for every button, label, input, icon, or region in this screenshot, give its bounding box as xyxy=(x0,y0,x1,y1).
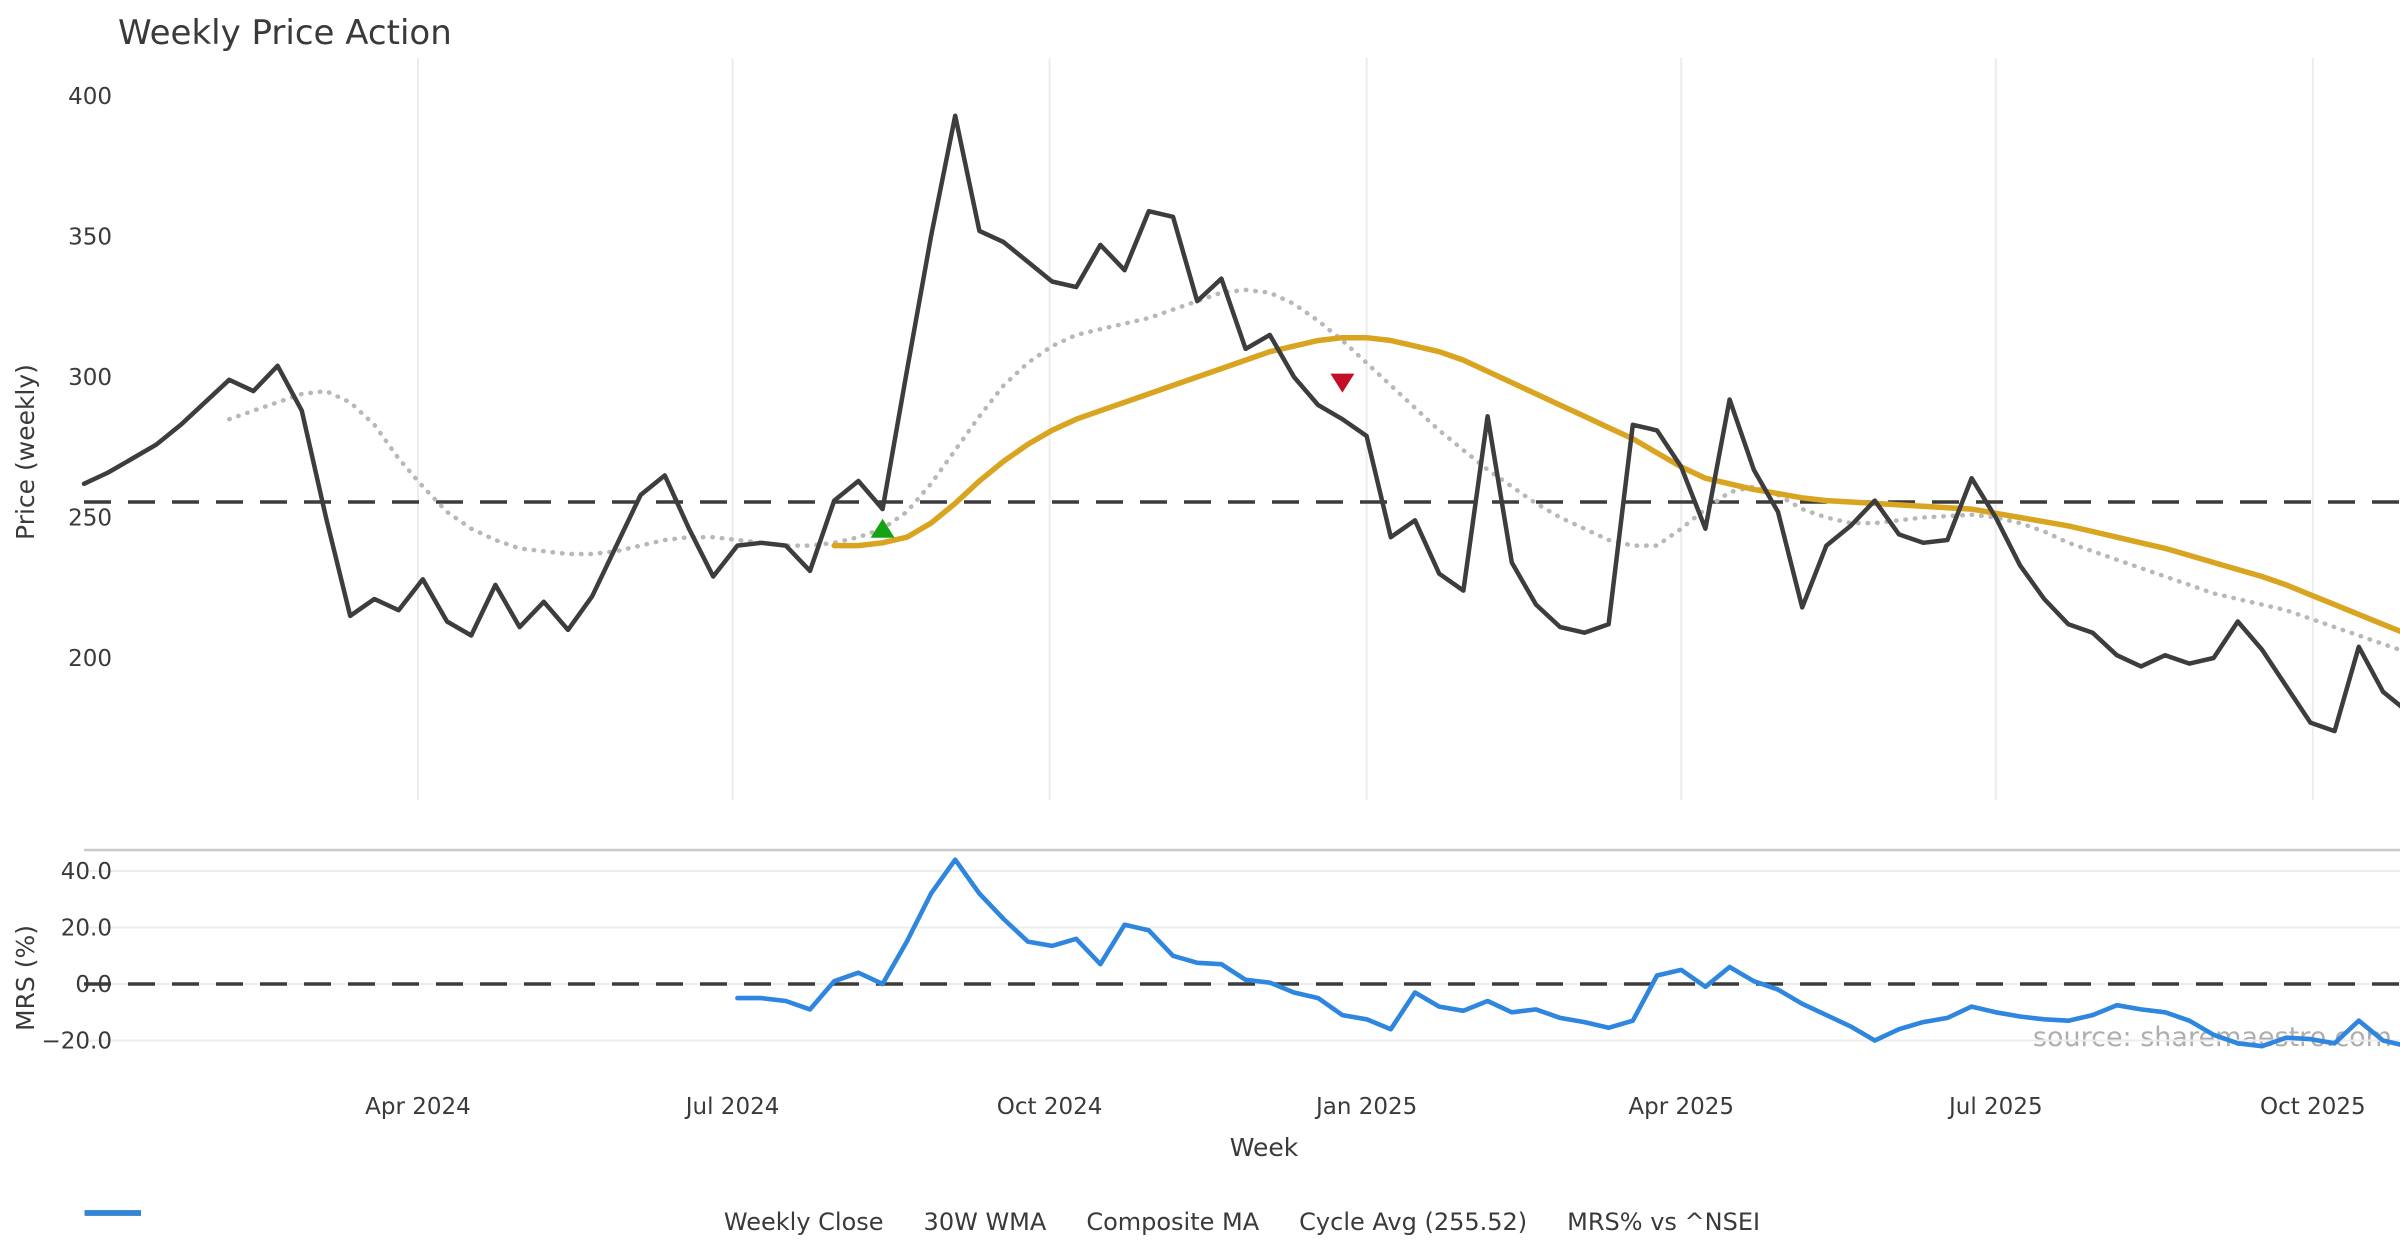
price-ytick-label: 200 xyxy=(68,646,112,672)
legend-item-mrs-vs-nsei: MRS% vs ^NSEI xyxy=(85,1208,1761,1236)
buy-signal-marker xyxy=(870,518,895,538)
chart-title: Weekly Price Action xyxy=(118,13,452,53)
legend-item-weekly-close: Weekly Close xyxy=(85,1208,884,1236)
x-tick-label: Jul 2024 xyxy=(684,1094,780,1120)
chart-legend: Weekly Close 30W WMA Composite MA Cycle Avg… xyxy=(84,1208,2400,1236)
x-axis-label: Week xyxy=(1230,1133,1299,1162)
composite-ma-line xyxy=(226,287,2400,653)
legend-label: 30W WMA xyxy=(923,1208,1047,1236)
x-tick-label: Apr 2024 xyxy=(365,1094,471,1120)
legend-label: Composite MA xyxy=(1086,1208,1260,1236)
price-ytick-label: 250 xyxy=(68,506,112,532)
price-ytick-label: 400 xyxy=(68,84,112,110)
price-ytick-label: 350 xyxy=(68,225,112,251)
legend-label: Weekly Close xyxy=(723,1208,884,1236)
legend-item-30w-wma: 30W WMA xyxy=(85,1208,1047,1236)
mrs-ytick-label: 20.0 xyxy=(61,916,112,942)
price-axis-label: Price (weekly) xyxy=(11,364,40,540)
x-tick-label: Jul 2025 xyxy=(1947,1094,2043,1120)
mrs-ytick-label: 40.0 xyxy=(61,859,112,885)
mrs-line xyxy=(735,857,2400,1049)
chart-plot-area: 400 350 300 250 200 40.0 20.0 0.0 −20.0 Apr 2024 J… xyxy=(42,58,2400,1120)
mrs-ytick-label: 0.0 xyxy=(75,972,112,998)
source-watermark: source: sharemaestro.com xyxy=(2033,1022,2392,1053)
legend-label: Cycle Avg (255.52) xyxy=(1299,1208,1528,1236)
weekly-close-line xyxy=(81,113,2400,734)
legend-item-composite-ma: Composite MA xyxy=(84,1208,1260,1236)
legend-swatch xyxy=(85,1210,141,1216)
wma-line xyxy=(831,334,2400,635)
x-tick-label: Jan 2025 xyxy=(1314,1094,1417,1120)
legend-item-cycle-avg-255-52: Cycle Avg (255.52) xyxy=(85,1208,1528,1236)
sell-signal-marker xyxy=(1330,373,1355,393)
mrs-ytick-label: −20.0 xyxy=(42,1029,112,1055)
mrs-axis-label: MRS (%) xyxy=(11,925,40,1031)
legend-label: MRS% vs ^NSEI xyxy=(1567,1208,1761,1236)
x-tick-label: Apr 2025 xyxy=(1628,1094,1734,1120)
x-tick-label: Oct 2024 xyxy=(997,1094,1103,1120)
price-ytick-label: 300 xyxy=(68,365,112,391)
x-tick-label: Oct 2025 xyxy=(2260,1094,2366,1120)
